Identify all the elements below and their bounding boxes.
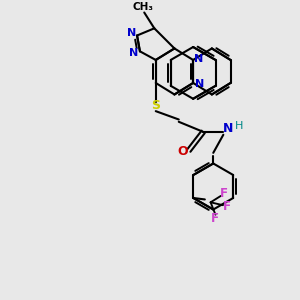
Text: S: S — [151, 100, 160, 112]
Text: N: N — [127, 28, 136, 38]
Text: F: F — [222, 200, 230, 213]
Text: O: O — [178, 146, 188, 158]
Text: CH₃: CH₃ — [132, 2, 153, 12]
Text: F: F — [211, 212, 219, 225]
Text: H: H — [235, 121, 243, 131]
Text: N: N — [129, 48, 138, 58]
Text: N: N — [194, 53, 203, 64]
Text: N: N — [195, 80, 204, 89]
Text: N: N — [223, 122, 234, 136]
Text: F: F — [220, 187, 227, 200]
